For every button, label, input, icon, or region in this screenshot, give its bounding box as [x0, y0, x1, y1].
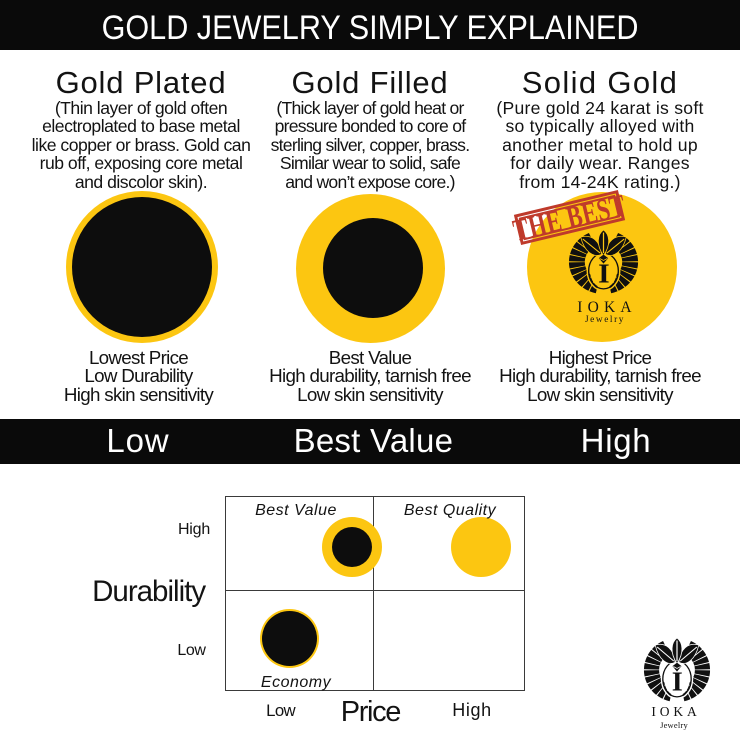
svg-text:I: I [598, 260, 610, 290]
svg-text:I: I [672, 667, 683, 698]
